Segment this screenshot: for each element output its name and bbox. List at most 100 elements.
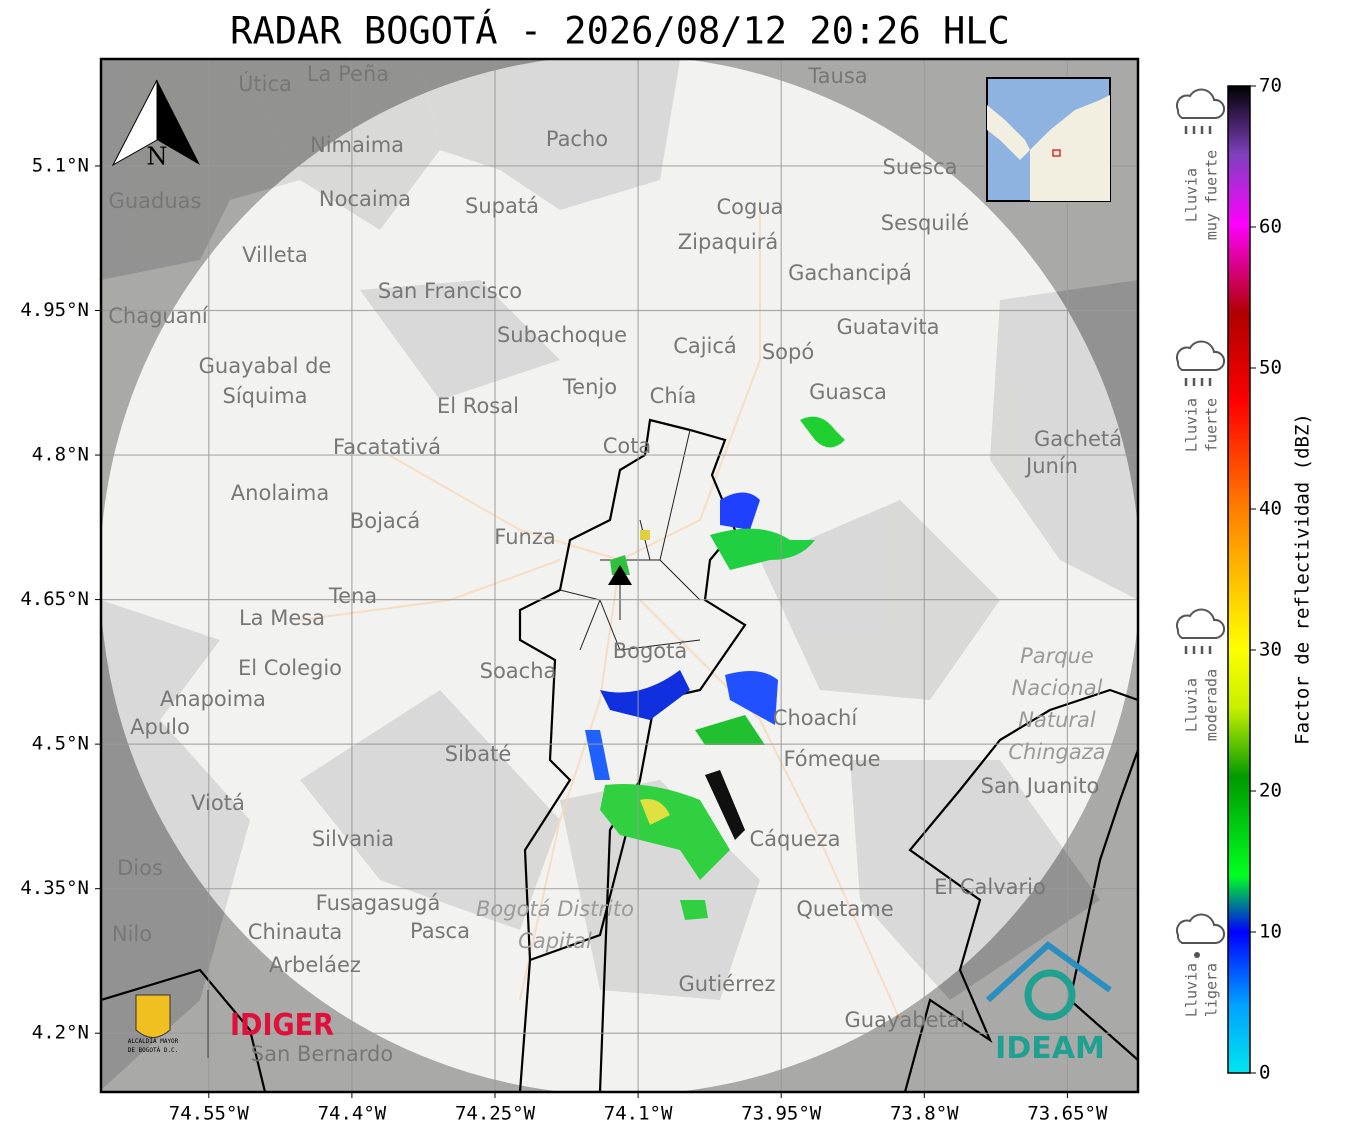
place-label: Tenjo [562,375,617,399]
place-label: Soacha [480,659,557,683]
x-tick-label: 73.8°W [890,1103,959,1125]
legend-label: muy fuerte [1203,150,1221,240]
place-label: Guayabal de [199,354,332,378]
place-label: Guaduas [109,189,202,213]
place-label: Sesquilé [881,211,969,235]
place-label: La Peña [307,62,389,86]
x-tick-label: 74.1°W [604,1103,673,1125]
grid [101,59,1138,1092]
place-label: Fusagasugá [316,891,441,915]
place-label: Cota [603,434,652,458]
idiger-logo: IDIGER [230,1008,334,1043]
place-label: Chinauta [248,920,342,944]
weather-icon [1175,913,1225,944]
place-label: Fómeque [783,747,880,771]
colorbar-label: Factor de reflectividad (dBZ) [1292,413,1314,745]
legend-label: Lluvia [1183,168,1201,222]
y-tick-label: 4.65°N [20,588,89,610]
radar-echoes [585,416,845,920]
alcaldia-line: DE BOGOTÁ D.C. [128,1047,179,1054]
place-label: Cogua [716,195,783,219]
place-label: Cáqueza [750,827,841,851]
x-tick-label: 73.95°W [741,1103,822,1125]
place-label: El Colegio [238,656,342,680]
place-label: Cajicá [673,334,737,358]
place-label: La Mesa [239,606,325,630]
place-label: Supatá [465,194,539,218]
place-label: San Francisco [378,279,522,303]
place-label: Síquima [223,384,308,408]
ideam-text: IDEAM [995,1031,1105,1066]
park-label: Capital [518,929,592,953]
place-label: Facatativá [333,435,441,459]
place-label: Sibaté [445,742,512,766]
colorbar-ticks: 0 10 20 30 40 50 60 70 [1250,75,1282,1084]
rain-drop [1194,952,1200,958]
place-label: Arbeláez [269,953,361,977]
place-label: Apulo [130,715,190,739]
map-frame [99,57,1140,1094]
place-label: Junín [1024,454,1078,478]
north-arrow: N [111,79,200,171]
ideam-logo: IDEAM [985,941,1112,1066]
y-tick-label: 5.1°N [32,154,89,176]
y-tick-label: 4.2°N [32,1022,89,1044]
place-label: Guayabetal [845,1008,966,1032]
place-label: Dios [117,856,163,880]
places: La Peña Útica Tausa Pacho Nimaima Guaduas Noca… [108,62,1122,1066]
colorbar-tick-label: 50 [1259,357,1282,379]
place-label: Villeta [242,243,307,267]
weather-icon [1175,88,1225,119]
y-tick-label: 4.95°N [20,299,89,321]
place-label: Pasca [410,919,470,943]
colorbar-tick-label: 40 [1259,498,1282,520]
place-label: El Calvario [934,875,1046,899]
place-label: Subachoque [497,323,627,347]
alcaldia-logo: ALCALDÍA MAYOR DE BOGOTÁ D.C. IDIGER [128,990,334,1058]
park-label: Parque [1020,644,1094,668]
place-label: Bogotá [613,639,688,663]
place-label: Gachetá [1034,427,1122,451]
park-label: Nacional [1012,676,1103,700]
place-label: Gachancipá [788,261,912,285]
axes: 74.55°W 74.4°W 74.25°W 74.1°W 73.95°W 73.8°W 7… [20,154,1108,1124]
place-label: El Rosal [437,394,519,418]
weather-icon [1175,340,1225,371]
legend-label: fuerte [1203,398,1221,452]
place-label: Anapoima [160,687,266,711]
park-label: Bogotá Distrito [476,897,634,921]
park-label: Natural [1018,708,1096,732]
y-tick-label: 4.8°N [32,444,89,466]
colorbar-tick-label: 10 [1259,921,1282,943]
alcaldia-line: ALCALDÍA MAYOR [128,1037,179,1045]
place-label: Pacho [546,127,608,151]
place-label: Guatavita [837,315,940,339]
place-label: Anolaima [231,481,329,505]
colorbar [1227,85,1251,1074]
place-label: San Bernardo [251,1042,393,1066]
legend-label: Lluvia [1183,678,1201,732]
place-label: Útica [238,71,292,96]
rain-drops [1184,126,1212,134]
place-label: Zipaquirá [678,230,778,254]
inset-map [986,77,1111,202]
x-tick-label: 73.65°W [1027,1103,1108,1125]
place-label: Funza [494,525,555,549]
colorbar-tick-label: 60 [1259,216,1282,238]
colorbar-tick-label: 20 [1259,780,1282,802]
place-label: Bojacá [350,509,420,533]
place-label: Tena [328,584,377,608]
colorbar-tick-label: 0 [1259,1062,1270,1084]
rain-drops [1184,646,1212,654]
place-label: Sopó [762,340,814,364]
place-label: Chaguaní [108,304,209,328]
x-tick-label: 74.25°W [455,1103,536,1125]
colorbar-tick-label: 70 [1259,75,1282,97]
x-tick-label: 74.4°W [318,1103,387,1125]
x-tick-label: 74.55°W [169,1103,250,1125]
place-label: Nimaima [310,133,404,157]
legend-label: Lluvia [1183,398,1201,452]
place-label: Tausa [807,64,867,88]
